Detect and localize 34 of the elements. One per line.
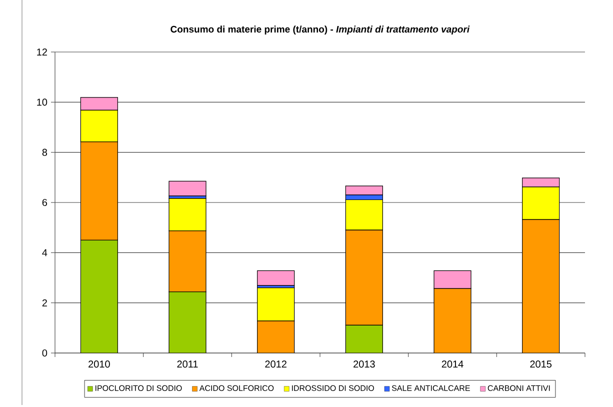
legend-label: SALE ANTICALCARE — [392, 385, 470, 391]
x-tick-label: 2013 — [354, 360, 375, 368]
bar — [168, 198, 206, 232]
bar — [257, 270, 295, 286]
legend-label: IDROSSIDO DI SODIO — [292, 385, 374, 391]
bar — [434, 270, 472, 289]
bar — [80, 240, 118, 353]
legend-label: CARBONI ATTIVI — [488, 385, 550, 391]
bar — [345, 324, 383, 353]
bar — [168, 180, 206, 196]
bar — [257, 287, 295, 322]
x-tick-label: 2012 — [265, 360, 286, 368]
bar — [345, 230, 383, 326]
bar — [522, 219, 560, 353]
y-tick-label: 6 — [42, 198, 48, 206]
y-tick-label: 0 — [42, 349, 48, 357]
y-tick-label: 4 — [42, 249, 48, 256]
bar — [168, 230, 206, 292]
x-tick-label: 2014 — [442, 360, 464, 368]
y-tick-label: 8 — [42, 148, 48, 156]
y-tick-label: 2 — [42, 299, 47, 306]
bar — [257, 320, 295, 353]
bar — [80, 141, 118, 240]
bar — [345, 186, 383, 196]
y-tick-label: 12 — [37, 48, 47, 56]
legend-label: IPOCLORITO DI SODIO — [95, 385, 182, 391]
x-tick-label: 2011 — [177, 360, 198, 368]
chart-title: Consumo di materie prime (t/anno) - Impianti di trattamento vapori — [170, 26, 470, 34]
y-tick-label: 10 — [37, 98, 48, 106]
x-tick-label: 2015 — [530, 360, 552, 368]
bar — [434, 288, 472, 353]
legend-label: ACIDO SOLFORICO — [199, 385, 274, 391]
bar — [168, 291, 206, 353]
x-tick-label: 2010 — [88, 360, 110, 368]
